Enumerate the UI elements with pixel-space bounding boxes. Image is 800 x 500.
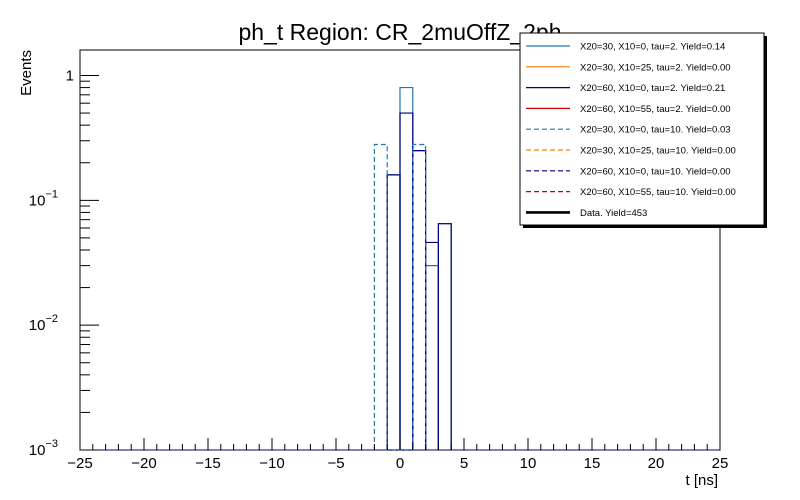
y-tick-label: 1 (66, 67, 74, 84)
legend-entry-label: X20=30, X10=25, tau=10. Yield=0.00 (580, 146, 736, 157)
legend-entry-label: X20=60, X10=55, tau=2. Yield=0.00 (580, 104, 731, 115)
histogram-bin (412, 150, 427, 450)
y-tick-label: 10−1 (29, 188, 58, 209)
x-tick-label: 10 (520, 455, 537, 472)
histogram-bins (373, 86, 452, 451)
x-axis-ticks: −25 −20 −15 −10 −5 0 5 10 15 20 25 (67, 438, 728, 472)
histogram-bin (386, 174, 401, 450)
y-tick-label: 10−3 (29, 438, 58, 459)
histogram-bin (412, 150, 427, 450)
series-2 (386, 112, 452, 450)
x-tick-label: 25 (712, 455, 729, 472)
series-0 (386, 86, 452, 450)
legend-entry-label: X20=60, X10=55, tau=10. Yield=0.00 (580, 187, 736, 198)
legend-entry-label: X20=30, X10=0, tau=10. Yield=0.03 (580, 125, 731, 136)
x-axis-label: t [ns] (685, 472, 718, 489)
histogram-bin (412, 143, 427, 450)
y-axis-ticks: 10−3 10−2 10−1 1 (29, 67, 99, 459)
legend-entry-label: X20=30, X10=25, tau=2. Yield=0.00 (580, 62, 731, 73)
x-tick-label: −20 (131, 455, 156, 472)
x-tick-label: −10 (259, 455, 284, 472)
histogram-bin (437, 223, 452, 450)
histogram-bin (373, 143, 388, 450)
chart-title: ph_t Region: CR_2muOffZ_2ph (238, 19, 561, 45)
legend-box (519, 32, 765, 226)
y-axis-label: Events (18, 50, 35, 96)
legend-entry-label: X20=60, X10=0, tau=10. Yield=0.00 (580, 166, 731, 177)
x-tick-label: 15 (584, 455, 601, 472)
histogram-bin (399, 86, 414, 450)
y-tick-label: 10−2 (29, 313, 58, 334)
x-tick-label: 5 (460, 455, 468, 472)
legend-entry-label: X20=60, X10=0, tau=2. Yield=0.21 (580, 83, 725, 94)
legend: X20=30, X10=0, tau=2. Yield=0.14 X20=30, … (519, 32, 767, 228)
x-tick-label: 0 (396, 455, 404, 472)
histogram-bin (386, 174, 401, 450)
histogram-bin (399, 112, 414, 450)
histogram-bin (425, 241, 439, 450)
histogram-bin (437, 223, 452, 450)
histogram-bin (425, 264, 439, 450)
x-tick-label: −25 (67, 455, 92, 472)
legend-entry-label: Data. Yield=453 (580, 208, 647, 219)
legend-entry-label: X20=30, X10=0, tau=2. Yield=0.14 (580, 42, 725, 53)
x-tick-label: −5 (327, 455, 344, 472)
x-tick-label: −15 (195, 455, 220, 472)
x-tick-label: 20 (648, 455, 665, 472)
